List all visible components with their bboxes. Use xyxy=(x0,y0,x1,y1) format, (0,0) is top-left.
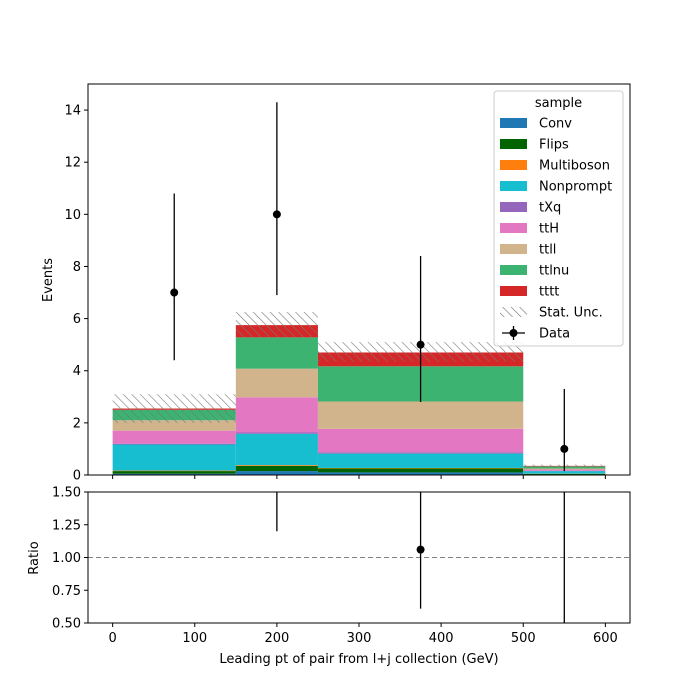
legend-swatch-tth xyxy=(500,223,527,233)
legend-label-ttll: ttll xyxy=(539,243,556,258)
main-ytick-label-0: 0 xyxy=(73,469,81,484)
legend-swatch-conv xyxy=(500,118,527,128)
bar-ttll-bin-2 xyxy=(317,401,524,429)
bar-txq-bin-0 xyxy=(112,443,236,445)
data-point-2 xyxy=(416,340,425,349)
ratio-y-axis-label: Ratio xyxy=(27,541,42,574)
bar-ttll-bin-0 xyxy=(112,420,236,431)
bar-ttlnu-bin-1 xyxy=(235,337,318,369)
ratio-plot-area: 0.50 0.75 1.00 1.25 1.50 0 100 200 300 400 500 600… xyxy=(27,486,631,646)
legend-data-marker xyxy=(509,329,518,337)
bar-conv-bin-0 xyxy=(112,473,236,475)
legend-label-nonprompt: Nonprompt xyxy=(539,180,612,195)
bar-txq-bin-1 xyxy=(235,432,318,434)
legend-label-conv: Conv xyxy=(539,117,572,132)
ratio-ytick-label-0: 0.50 xyxy=(52,617,81,632)
legend-swatch-tttt xyxy=(500,286,527,296)
legend-swatch-txq xyxy=(500,202,527,212)
legend-label-stat-unc: Stat. Unc. xyxy=(539,306,603,321)
bar-conv-bin-1 xyxy=(235,471,318,475)
bar-flips-bin-3 xyxy=(523,473,606,475)
data-point-3 xyxy=(560,444,569,453)
ratio-ytick-label-1: 0.75 xyxy=(52,584,81,599)
legend-swatch-ttll xyxy=(500,244,527,254)
main-ytick-label-7: 14 xyxy=(64,104,81,119)
bar-flips-bin-1 xyxy=(235,465,318,472)
bar-nonprompt-bin-2 xyxy=(317,453,524,468)
main-ytick-label-4: 8 xyxy=(73,260,81,275)
data-points xyxy=(170,102,569,472)
xtick-label-5: 500 xyxy=(511,631,536,646)
xtick-label-1: 100 xyxy=(182,631,207,646)
bar-nonprompt-bin-1 xyxy=(235,433,318,466)
legend-label-tttt: tttt xyxy=(539,285,559,300)
bar-multiboson-bin-1 xyxy=(235,465,318,466)
ratio-ytick-label-3: 1.25 xyxy=(52,518,81,533)
legend-swatch-ttlnu xyxy=(500,265,527,275)
ratio-points xyxy=(276,492,565,623)
bar-conv-bin-2 xyxy=(317,472,524,475)
data-point-0 xyxy=(170,288,179,297)
main-y-ticks: 0 2 4 6 8 10 12 14 xyxy=(64,104,88,484)
main-plot-area: 0 2 4 6 8 10 12 14 Events xyxy=(41,83,631,484)
bar-tth-bin-1 xyxy=(235,397,318,433)
stat-unc-band-bin-0 xyxy=(112,394,236,423)
main-x-ticks xyxy=(112,475,606,479)
ratio-ytick-label-4: 1.50 xyxy=(52,486,81,501)
main-ytick-label-1: 2 xyxy=(73,416,81,431)
ratio-ytick-label-2: 1.00 xyxy=(52,551,81,566)
stat-unc-band-bin-1 xyxy=(235,312,318,337)
stacked-bars xyxy=(112,325,606,475)
ratio-x-ticks: 0 100 200 300 400 500 600 xyxy=(108,623,618,646)
main-ytick-label-2: 4 xyxy=(73,364,81,379)
bar-tth-bin-0 xyxy=(112,430,236,444)
legend-label-txq: tXq xyxy=(539,201,561,216)
legend-label-ttlnu: ttlnu xyxy=(539,264,569,279)
legend-label-multiboson: Multiboson xyxy=(539,159,610,174)
bar-flips-bin-0 xyxy=(112,471,236,474)
legend-swatch-multiboson xyxy=(500,160,527,170)
legend-frame xyxy=(493,90,624,347)
bar-nonprompt-bin-3 xyxy=(523,471,606,474)
xtick-label-4: 400 xyxy=(429,631,454,646)
legend: sample Conv Flips Multiboson Nonprompt tXq ttH… xyxy=(493,90,624,347)
legend-label-tth: ttH xyxy=(539,222,559,237)
x-axis-label: Leading pt of pair from l+j collection (… xyxy=(219,652,498,667)
bar-ttll-bin-1 xyxy=(235,368,318,398)
xtick-label-6: 600 xyxy=(593,631,618,646)
legend-label-data: Data xyxy=(539,327,570,342)
main-ytick-label-6: 12 xyxy=(64,156,81,171)
bar-txq-bin-2 xyxy=(317,452,524,454)
bar-flips-bin-2 xyxy=(317,468,524,473)
bar-multiboson-bin-2 xyxy=(317,467,524,469)
bar-nonprompt-bin-0 xyxy=(112,444,236,471)
bar-tth-bin-2 xyxy=(317,428,524,453)
ratio-point-2 xyxy=(416,545,425,554)
legend-title: sample xyxy=(535,96,582,111)
main-ytick-label-3: 6 xyxy=(73,312,81,327)
data-point-1 xyxy=(272,210,281,219)
bar-multiboson-bin-0 xyxy=(112,470,236,472)
xtick-label-3: 300 xyxy=(347,631,372,646)
legend-swatch-nonprompt xyxy=(500,181,527,191)
legend-swatch-flips xyxy=(500,139,527,149)
xtick-label-2: 200 xyxy=(264,631,289,646)
legend-swatch-stat-unc xyxy=(500,307,527,317)
legend-label-flips: Flips xyxy=(539,138,569,153)
main-y-axis-label: Events xyxy=(41,258,56,302)
xtick-label-0: 0 xyxy=(108,631,116,646)
main-ytick-label-5: 10 xyxy=(64,208,81,223)
ratio-y-ticks: 0.50 0.75 1.00 1.25 1.50 xyxy=(52,486,88,632)
